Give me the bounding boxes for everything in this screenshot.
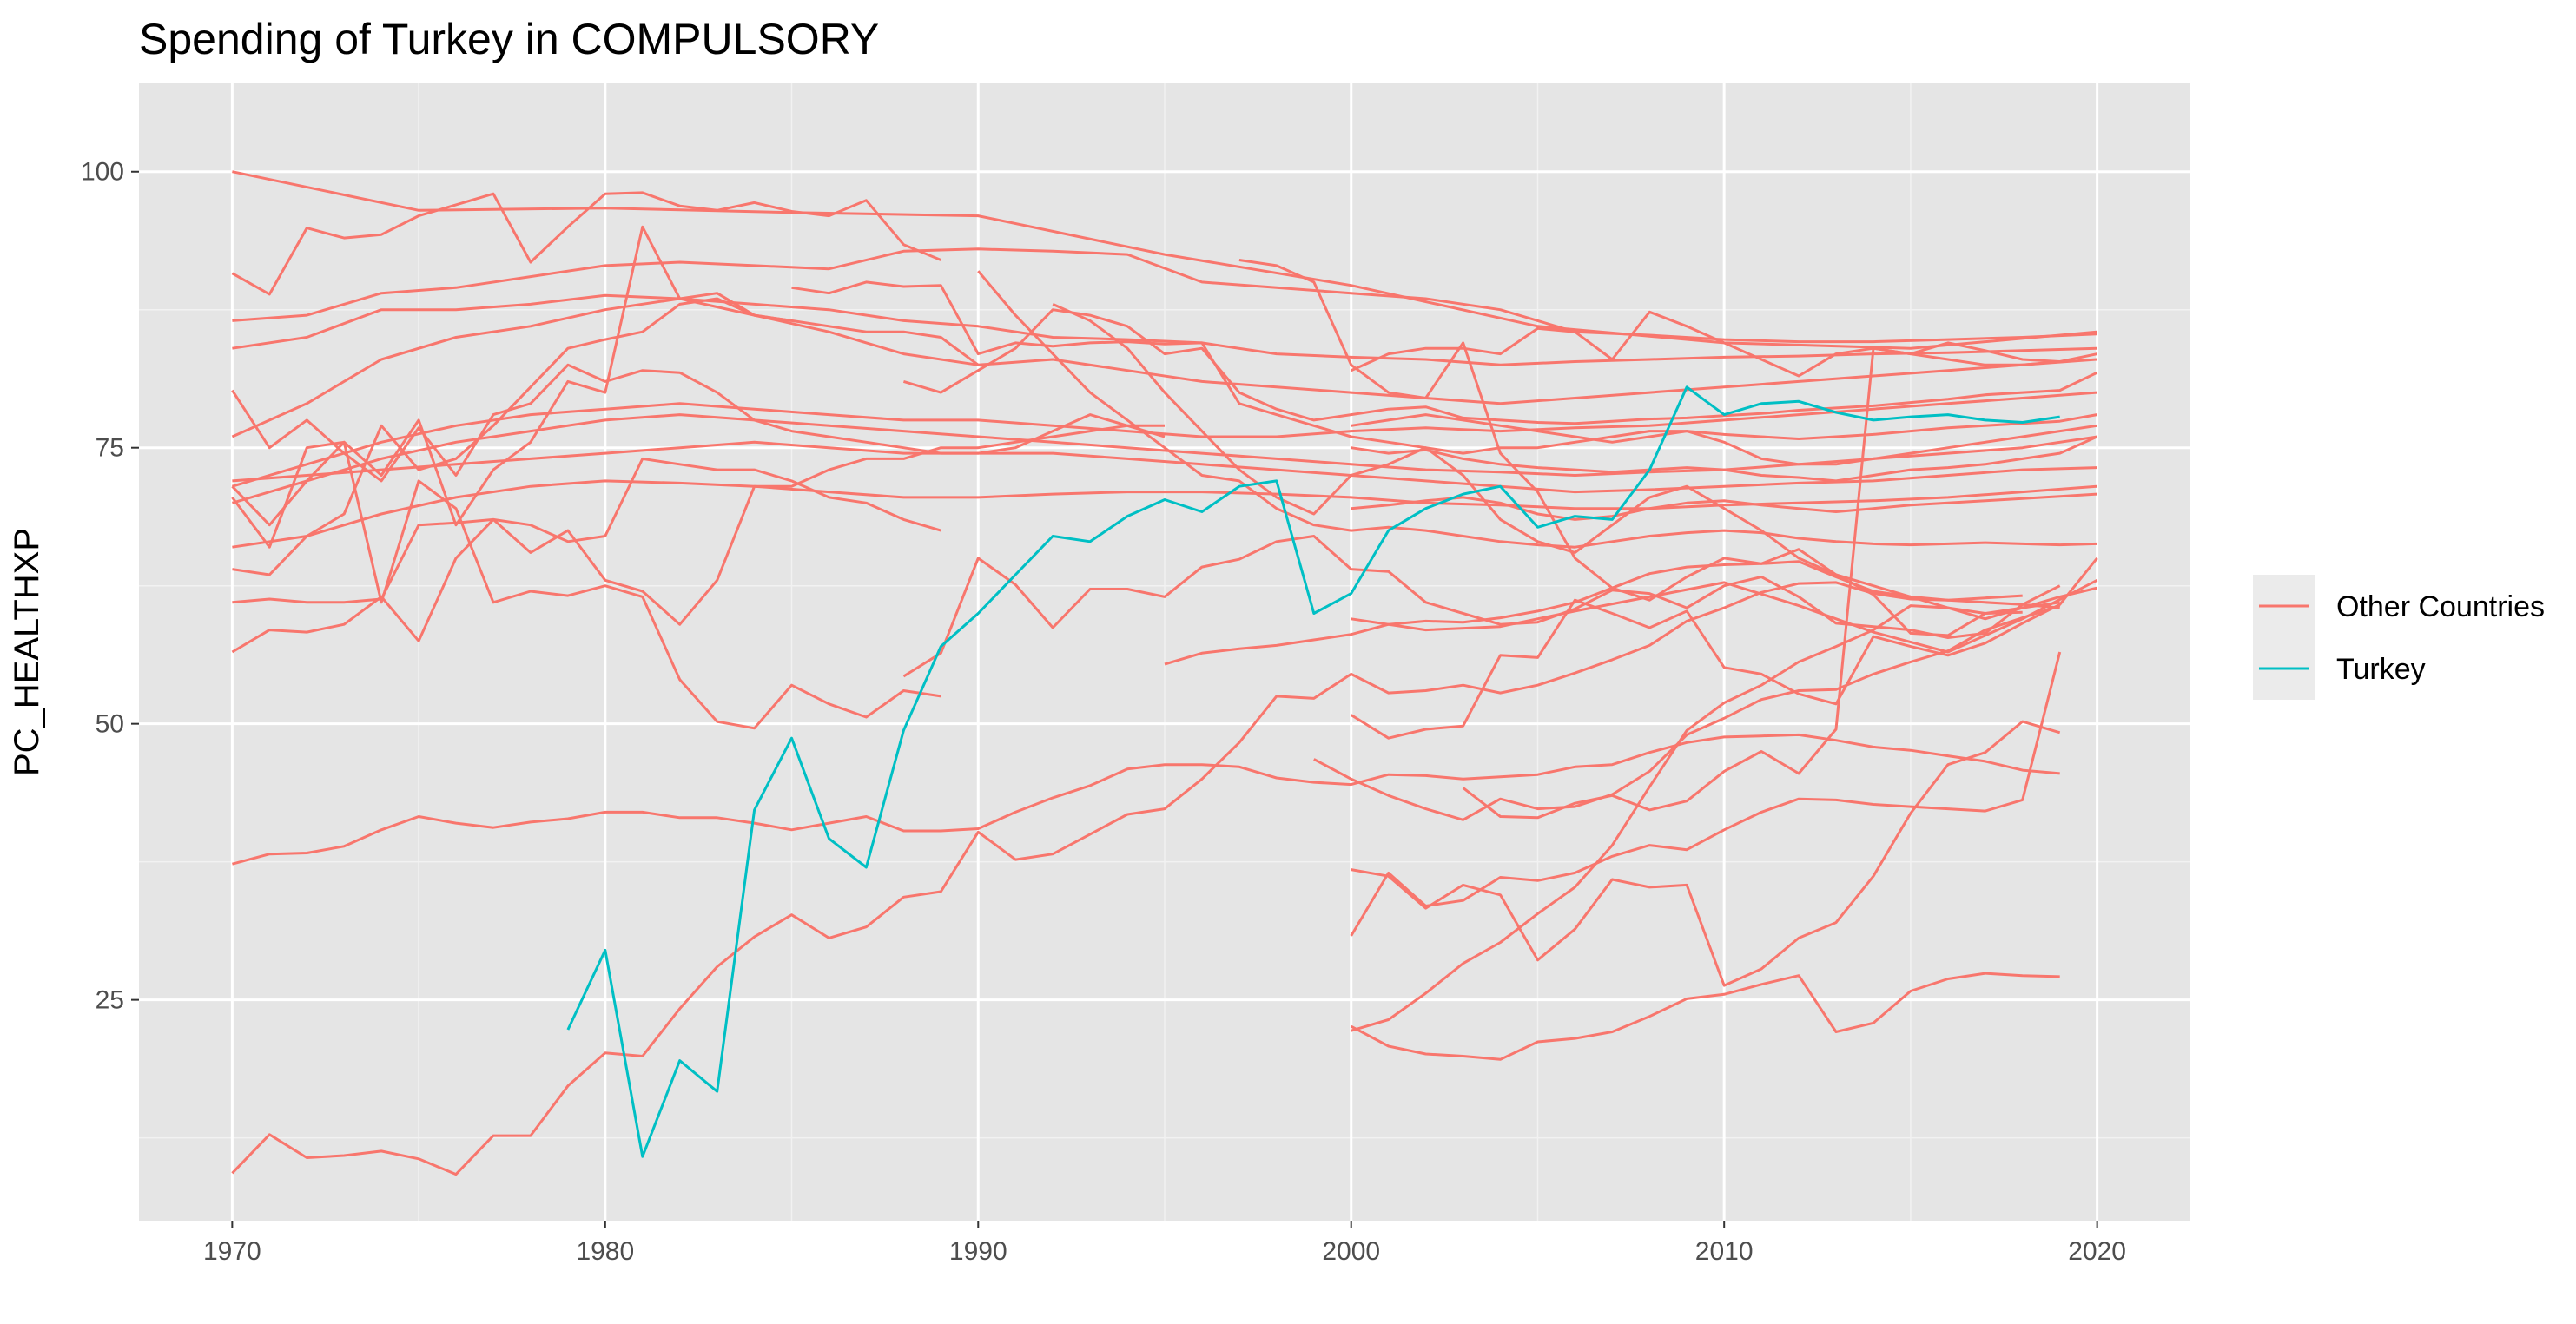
legend-label-turkey: Turkey [2336, 653, 2426, 686]
series-line-other-country [231, 457, 941, 654]
series-line-other-country [1351, 720, 2061, 987]
series-line-other-country [791, 280, 2097, 466]
legend-label-other-countries: Other Countries [2336, 590, 2545, 623]
series-line-other-country [1351, 413, 2097, 444]
y-axis: 25 50 75 100 [81, 158, 139, 1015]
minor-gridlines [139, 83, 2190, 1221]
series-line-other-country [231, 225, 792, 549]
series-line-other-country [977, 270, 2097, 549]
series-line-other-country [902, 308, 2098, 425]
y-tick-label: 100 [81, 158, 124, 187]
y-tick-label: 25 [96, 986, 124, 1015]
x-tick-label: 1980 [576, 1237, 634, 1266]
series-line-other-country [1351, 492, 2097, 521]
series-line-other-country [232, 247, 2097, 344]
series-line-other-country [1351, 310, 2097, 378]
series-line-other-country [231, 363, 1166, 483]
series-line-other-country [232, 424, 1165, 626]
series-line-other-country [231, 581, 2023, 1176]
y-axis-title: PC_HEALTHXP [8, 528, 46, 776]
series-line-other-country [1351, 435, 2098, 483]
series-line-other-country [1350, 557, 2098, 740]
series-line-other-country [1351, 586, 2097, 1032]
series-line-other-country [231, 297, 2097, 438]
x-axis: 1970 1980 1990 2000 2010 2020 [203, 1221, 2126, 1266]
series-line-other-country [1350, 651, 2062, 937]
series-line-other-country [1351, 578, 2098, 654]
x-tick-label: 1990 [949, 1237, 1007, 1266]
x-tick-label: 2020 [2068, 1237, 2126, 1266]
series-line-other-country [1350, 972, 2060, 1061]
series-line-other-country [232, 440, 2097, 494]
series-line-other-country [232, 297, 980, 576]
chart-title: Spending of Turkey in COMPULSORY [139, 15, 879, 63]
x-tick-label: 2010 [1695, 1237, 1754, 1266]
series-lines [231, 170, 2098, 1176]
series-line-other-country [232, 170, 2097, 350]
series-line-other-country [232, 293, 2097, 366]
legend: Other Countries Turkey [2253, 575, 2545, 700]
major-gridlines [139, 83, 2190, 1221]
y-tick-label: 75 [96, 434, 124, 463]
series-line-other-country [231, 391, 2097, 488]
series-line-other-country [232, 479, 2097, 549]
series-line-other-country [231, 440, 941, 730]
series-line-turkey [566, 385, 2060, 1158]
y-tick-label: 50 [96, 710, 124, 739]
series-line-other-country [1313, 604, 2061, 821]
series-line-other-country [231, 191, 941, 296]
x-tick-label: 1970 [203, 1237, 261, 1266]
series-line-other-country [1052, 303, 2060, 615]
series-line-other-country [231, 413, 2097, 504]
series-line-other-country [232, 733, 2060, 866]
x-tick-label: 2000 [1322, 1237, 1380, 1266]
series-line-other-country [1238, 259, 2023, 637]
